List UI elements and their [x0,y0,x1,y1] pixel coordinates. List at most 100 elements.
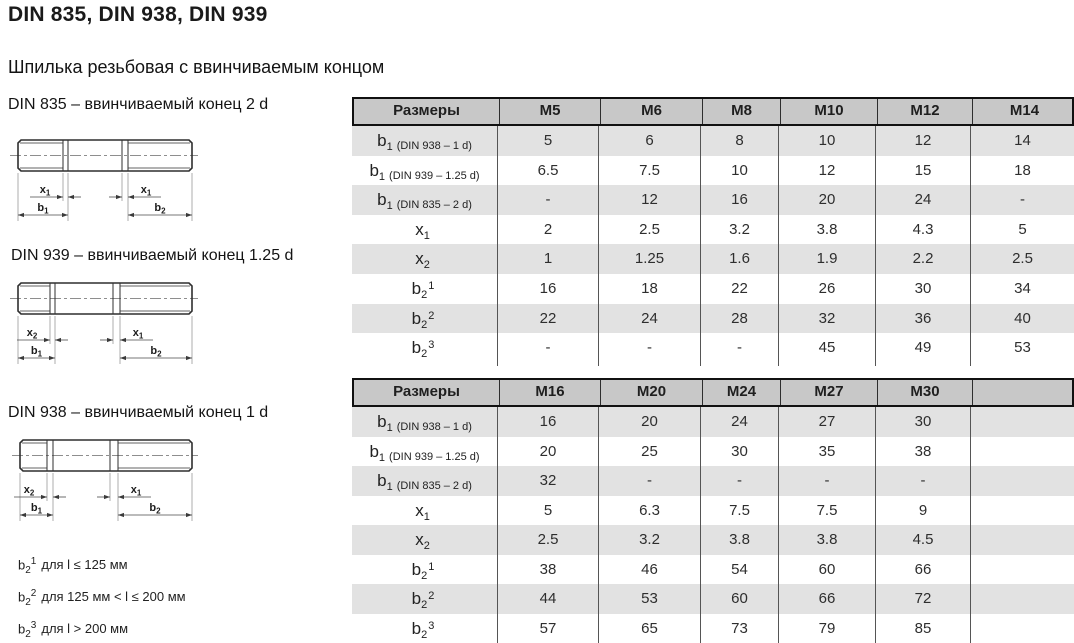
row-label: b21 [411,559,435,582]
table-cell: 57 [497,613,598,643]
dim-label-right-big: b2 [154,202,166,216]
row-label: x2 [415,249,430,272]
table-cell: 34 [970,273,1074,307]
table-cell: 5 [970,214,1074,248]
table-row: b1 (DIN 938 – 1 d) 16 20 24 27 30 [352,407,1074,440]
stud-body [17,139,193,172]
table-row: b1 (DIN 938 – 1 d) 5 6 8 10 12 14 [352,126,1074,159]
table-cell: 20 [778,185,875,218]
table-cell: 2.2 [875,244,970,277]
footnote-3: b23 для l > 200 мм [18,620,129,640]
dim-label-left-small: x1 [40,184,51,198]
table-cell: 53 [970,333,1074,366]
drawing-din-835: x1 x1 b1 b2 [10,139,198,221]
table-cell: - [778,466,875,499]
row-label: b1 (DIN 835 – 2 d) [377,190,472,213]
table-cell: 3.8 [778,525,875,558]
table-cell: 14 [970,126,1074,159]
page-subtitle: Шпилька резьбовая с ввинчиваемым концом [8,57,385,77]
table-cell: 2.5 [497,525,598,558]
dim-label-left-small: x2 [24,484,35,498]
table-row: b1 (DIN 939 – 1.25 d) 20 25 30 35 38 [352,436,1074,469]
table-cell: 28 [700,303,778,337]
column-header: M6 [600,99,702,124]
table-row: b1 (DIN 835 – 2 d) -12 16 20 24- [352,185,1074,218]
footnote-symbol: b [18,621,26,637]
table-cell [970,495,1074,528]
row-label: b1 (DIN 939 – 1.25 d) [369,160,480,183]
table-cell: 65 [598,613,700,643]
table-cell [970,525,1074,558]
dim-label-right-small: x1 [131,484,142,498]
table-cell [970,466,1074,499]
table-row: x1 5 6.3 7.5 7.5 9 [352,495,1074,528]
table-row: b22 44 53 60 66 72 [352,584,1074,617]
table-cell: 40 [970,303,1074,337]
stud-body [19,439,193,472]
stud-body [17,282,193,315]
column-header: M30 [877,380,972,405]
table-cell: - [598,333,700,366]
row-label: b23 [411,338,435,361]
data-table-2: Размеры M16 M20 M24 M27 M30 b1 (DIN 938 – 1 d) 1… [352,378,1074,643]
column-header: M12 [877,99,972,124]
table-cell: 12 [778,155,875,189]
footnote-symbol: b [18,589,26,605]
row-label: b1 (DIN 835 – 2 d) [377,471,472,493]
row-label: b1 (DIN 939 – 1.25 d) [369,441,480,464]
column-header: M16 [499,380,600,405]
dim-label-right-small: x1 [133,327,144,341]
table-cell: 38 [875,436,970,469]
table-row: b21 16 18 22 26 30 34 [352,273,1074,307]
table-cell: 24 [875,185,970,218]
table-cell: 25 [598,436,700,469]
column-header: M8 [702,99,780,124]
table-cell: 85 [875,613,970,643]
table-cell: 1.25 [598,244,700,277]
drawing-title-din-938: DIN 938 – ввинчиваемый конец 1 d [8,404,269,421]
table-cell: 66 [778,584,875,617]
footnote-2: b22 для 125 мм < l ≤ 200 мм [18,588,186,608]
table-row: b23 57 65 73 79 85 [352,613,1074,643]
dim-label-right-big: b2 [149,502,161,516]
table-cell [970,436,1074,469]
table-cell: 7.5 [778,495,875,528]
table-cell: 2 [497,214,598,248]
table-row: b1 (DIN 835 – 2 d) 32- - - - [352,466,1074,499]
table-cell: 18 [970,155,1074,189]
table-cell: 53 [598,584,700,617]
footnote-text: для l ≤ 125 мм [41,557,128,573]
table-cell: 46 [598,554,700,587]
column-header: M5 [499,99,600,124]
row-label: b21 [411,278,435,301]
table-cell: 73 [700,613,778,643]
dim-label-left-big: b1 [31,502,43,516]
table-cell [970,613,1074,643]
table-cell: 7.5 [700,495,778,528]
table-cell: 36 [875,303,970,337]
row-label: x1 [415,500,430,523]
table-cell: 6.3 [598,495,700,528]
table-cell: 6 [598,126,700,159]
table-cell: 4.3 [875,214,970,248]
column-header: M10 [780,99,877,124]
table-cell: 7.5 [598,155,700,189]
table-cell: 3.8 [700,525,778,558]
table-cell [970,584,1074,617]
drawing-din-939: x2 x1 b1 b2 [10,282,198,364]
table-cell: 30 [875,407,970,440]
table-cell: - [598,466,700,499]
table-cell: 20 [598,407,700,440]
table-cell: 12 [875,126,970,159]
table-cell: 45 [778,333,875,366]
table-cell: 3.2 [598,525,700,558]
footnote-text: для 125 мм < l ≤ 200 мм [41,589,186,605]
table-cell: 27 [778,407,875,440]
table-cell: 30 [700,436,778,469]
table-cell: 60 [700,584,778,617]
table-cell: 32 [497,466,598,499]
table-cell: 22 [497,303,598,337]
page-title: DIN 835, DIN 938, DIN 939 [8,3,268,26]
table-cell: 66 [875,554,970,587]
